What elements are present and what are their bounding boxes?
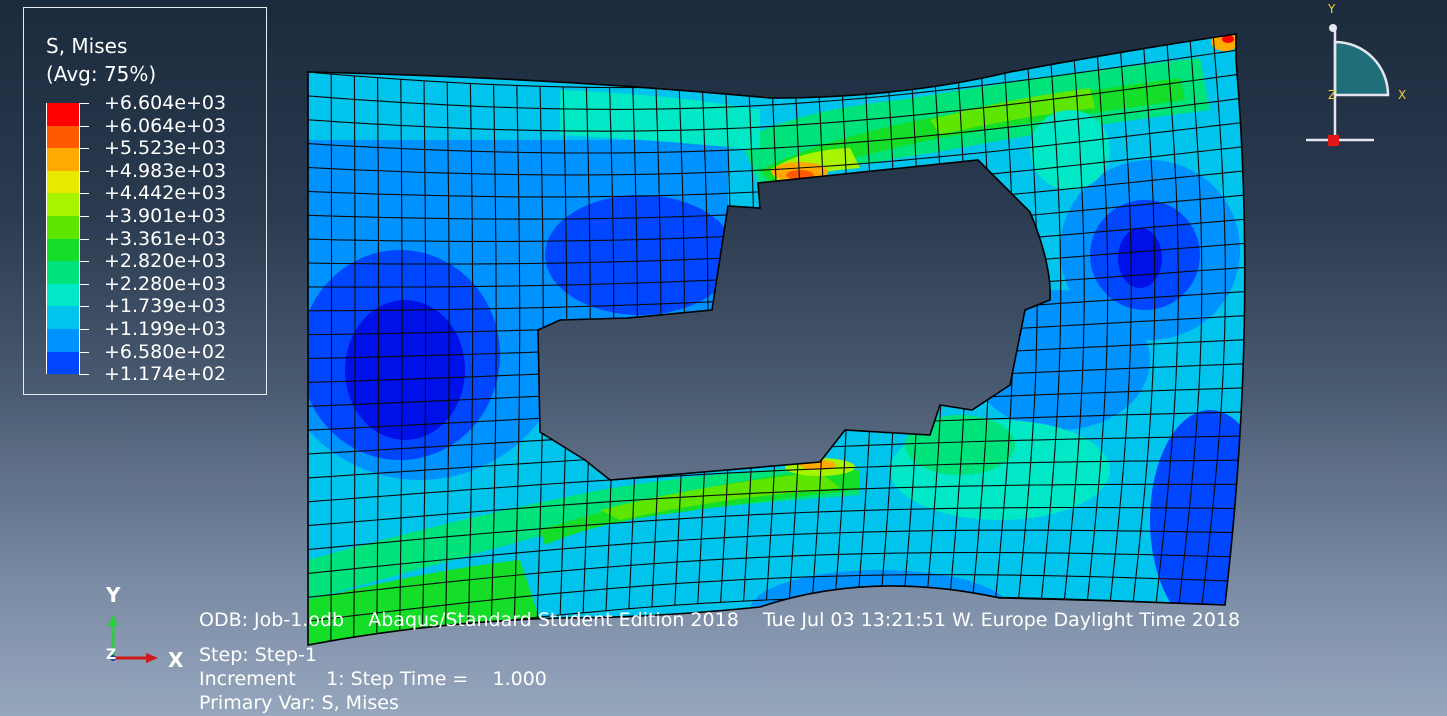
legend-frame bbox=[23, 7, 267, 395]
mesh-line bbox=[308, 73, 1240, 132]
legend-swatch bbox=[47, 103, 79, 126]
legend-tick bbox=[79, 351, 89, 353]
legend-tick bbox=[79, 193, 89, 195]
legend-label: +3.901e+03 bbox=[104, 205, 227, 227]
legend-swatch bbox=[47, 170, 79, 194]
legend-tick bbox=[79, 125, 89, 127]
legend-tick bbox=[79, 216, 89, 217]
legend-swatch bbox=[47, 216, 79, 239]
legend-swatch bbox=[47, 125, 79, 149]
step-info-line: Step: Step-1 bbox=[199, 644, 317, 666]
legend-label: +1.199e+03 bbox=[104, 318, 227, 340]
global-y-label: Y bbox=[106, 583, 121, 607]
mesh-line bbox=[308, 49, 1238, 110]
mesh-line bbox=[308, 121, 1244, 176]
legend-tick bbox=[79, 103, 89, 104]
primary-var-line: Primary Var: S, Mises bbox=[199, 692, 399, 714]
increment-info-line: Increment 1: Step Time = 1.000 bbox=[199, 668, 547, 690]
legend-tick bbox=[79, 170, 89, 172]
view-x-label: X bbox=[1398, 88, 1407, 102]
legend-label: +2.820e+03 bbox=[104, 250, 227, 273]
legend-label: +4.442e+03 bbox=[104, 182, 227, 205]
legend-label: +2.280e+03 bbox=[104, 272, 227, 295]
legend-swatch bbox=[47, 238, 79, 262]
legend-swatch bbox=[47, 283, 79, 307]
mesh-line bbox=[308, 459, 1241, 503]
mesh-line bbox=[308, 506, 1236, 551]
legend-tick bbox=[79, 238, 89, 240]
legend-tick bbox=[79, 374, 89, 376]
mesh-line bbox=[308, 483, 1239, 527]
odb-info-line: ODB: Job-1.odb Abaqus/Standard Student E… bbox=[199, 609, 1241, 631]
legend-tick bbox=[79, 306, 89, 308]
legend-label: +4.983e+03 bbox=[104, 159, 227, 182]
legend-tick bbox=[79, 283, 89, 285]
legend-tick bbox=[79, 261, 89, 263]
legend-tick bbox=[79, 329, 89, 330]
view-orientation-triad bbox=[1306, 24, 1390, 146]
legend-swatch bbox=[47, 193, 79, 216]
legend-label: +6.604e+03 bbox=[104, 92, 227, 114]
view-z-label: Z bbox=[1328, 88, 1337, 102]
mesh-line bbox=[308, 529, 1234, 574]
legend-tick bbox=[79, 148, 89, 150]
legend-averaging: (Avg: 75%) bbox=[46, 62, 157, 86]
legend-swatch bbox=[47, 148, 79, 171]
legend-label: +6.580e+02 bbox=[104, 340, 227, 363]
legend-swatch bbox=[47, 306, 79, 329]
legend-title: S, Mises bbox=[46, 34, 128, 58]
legend-swatch bbox=[47, 329, 79, 352]
mesh-line bbox=[308, 551, 1231, 598]
view-y-label: Y bbox=[1328, 2, 1336, 16]
legend-label: +3.361e+03 bbox=[104, 227, 227, 250]
legend-label: +5.523e+03 bbox=[104, 137, 227, 160]
legend-swatch bbox=[47, 261, 79, 284]
global-z-label: Z bbox=[106, 647, 117, 663]
mesh-line bbox=[308, 97, 1242, 154]
mesh-line bbox=[308, 574, 1228, 622]
legend-label: +1.739e+03 bbox=[104, 295, 227, 318]
legend-swatch bbox=[47, 351, 79, 375]
global-axis-triad bbox=[108, 614, 158, 663]
legend-label: +6.064e+03 bbox=[104, 114, 227, 137]
global-x-label: X bbox=[168, 648, 184, 672]
legend-label: +1.174e+02 bbox=[104, 363, 227, 386]
